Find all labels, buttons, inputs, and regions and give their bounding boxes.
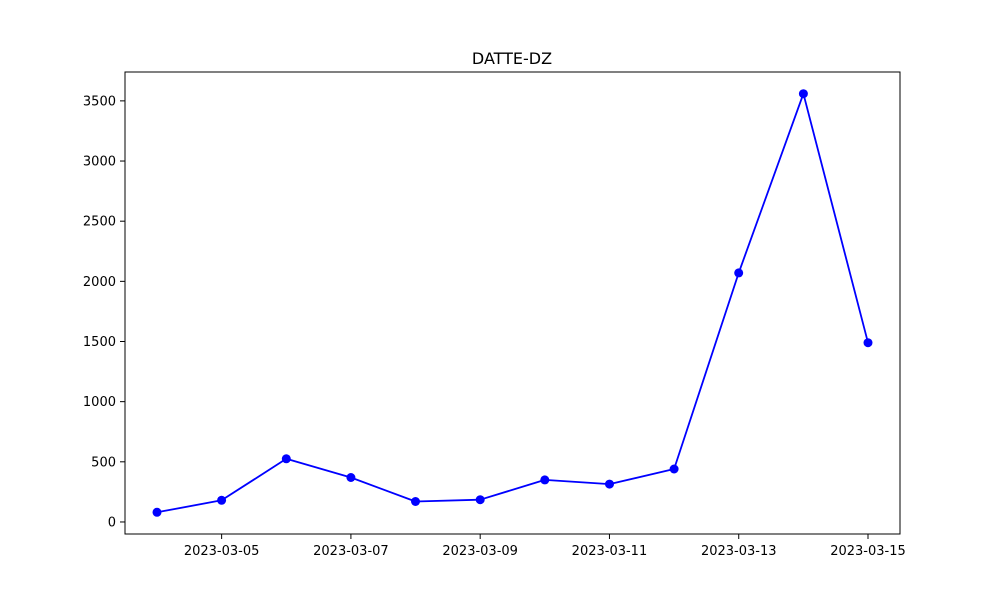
series-line xyxy=(156,92,869,514)
x-tick-label: 2023-03-05 xyxy=(184,544,260,559)
y-tick-label: 3000 xyxy=(83,155,116,170)
chart-title: DATTE-DZ xyxy=(472,49,552,68)
y-tick-label: 1500 xyxy=(83,335,116,350)
data-point xyxy=(669,464,679,474)
data-point xyxy=(734,268,744,278)
data-point xyxy=(346,473,356,482)
data-point xyxy=(411,497,420,506)
y-tick-label: 1000 xyxy=(83,395,116,410)
data-point xyxy=(863,338,873,348)
y-tick-label: 2000 xyxy=(83,275,116,290)
x-axis: 2023-03-05 2023-03-07 2023-03-09 2023-03-11… xyxy=(184,534,906,559)
x-tick-label: 2023-03-07 xyxy=(313,544,389,559)
y-tick-label: 500 xyxy=(91,455,116,470)
y-axis: 0 500 1000 1500 2000 2500 3000 3500 xyxy=(83,94,125,530)
data-point xyxy=(152,507,162,517)
y-tick-label: 0 xyxy=(108,515,116,530)
y-tick-label: 3500 xyxy=(83,94,116,109)
plot-frame xyxy=(124,71,901,535)
series-group xyxy=(152,89,873,517)
x-tick-label: 2023-03-09 xyxy=(442,544,518,559)
x-tick-label: 2023-03-11 xyxy=(572,544,648,559)
data-point xyxy=(475,495,485,505)
data-point xyxy=(540,475,550,485)
data-point xyxy=(281,454,291,464)
data-point xyxy=(217,495,227,505)
y-tick-label: 2500 xyxy=(83,215,116,230)
data-point xyxy=(605,479,614,489)
data-point xyxy=(798,89,808,99)
x-tick-label: 2023-03-13 xyxy=(701,544,777,559)
x-tick-label: 2023-03-15 xyxy=(830,544,906,559)
